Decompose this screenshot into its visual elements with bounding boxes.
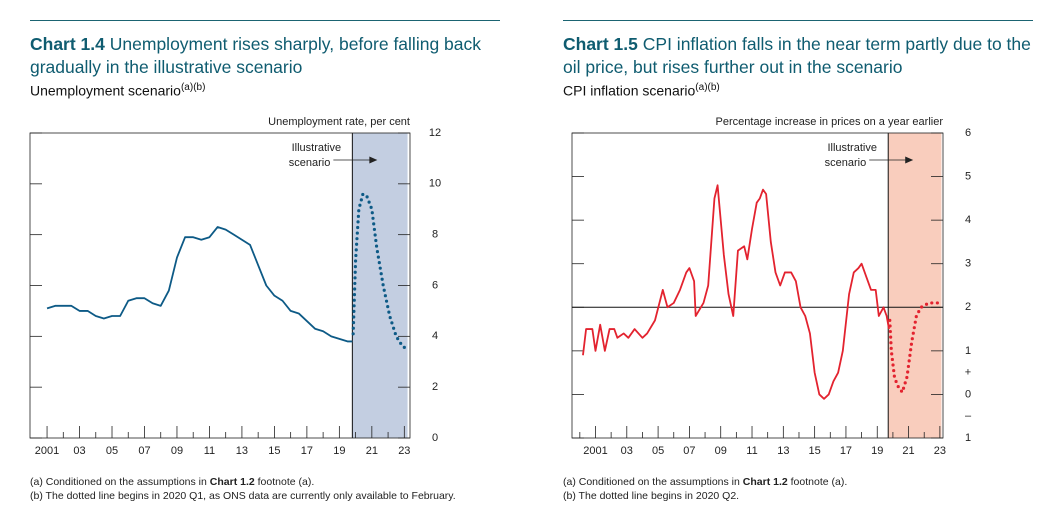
y-tick-label: 8 <box>432 229 438 241</box>
scenario-shade <box>888 133 942 438</box>
footnotes: (a) Conditioned on the assumptions in Ch… <box>563 475 1033 503</box>
subtitle-text: CPI inflation scenario <box>563 82 696 99</box>
series-line <box>888 301 942 394</box>
subtitle: Unemployment scenario(a)(b) <box>30 82 205 99</box>
chart: 0 2 4 6 8 10 12 Unemployment rate, per cent 2001… <box>29 116 441 457</box>
x-tick-label: 09 <box>171 445 183 457</box>
x-tick-label: 21 <box>902 445 914 457</box>
y-tick-label: 0 <box>965 388 971 400</box>
subtitle: CPI inflation scenario(a)(b) <box>563 82 720 99</box>
footnote-text: (b) The dotted line begins in 2020 Q2. <box>563 490 740 502</box>
footnote: (b) The dotted line begins in 2020 Q1, a… <box>30 489 500 503</box>
y-tick-label: 6 <box>432 279 438 291</box>
footnote-text: footnote (a). <box>254 476 315 488</box>
y-tick-label: 4 <box>965 214 971 226</box>
y-tick-label: 10 <box>429 178 441 190</box>
chart-title: Chart 1.5 CPI inflation falls in the nea… <box>563 33 1033 79</box>
footnote: (a) Conditioned on the assumptions in Ch… <box>563 475 1033 489</box>
x-tick-label: 03 <box>73 445 85 457</box>
footnote-text: (a) Conditioned on the assumptions in <box>563 476 743 488</box>
footnote-ref: Chart 1.2 <box>209 476 255 488</box>
x-tick-label: 23 <box>398 445 410 457</box>
x-tick-label: 19 <box>333 445 345 457</box>
x-tick-label: 2001 <box>35 445 59 457</box>
x-tick-label: 11 <box>746 445 757 457</box>
top-rule <box>30 20 500 21</box>
series-line <box>46 226 353 343</box>
footnote-text: footnote (a). <box>787 476 848 488</box>
subtitle-note: (a)(b) <box>180 82 206 93</box>
title-text: Unemployment rises sharply, before falli… <box>30 34 481 77</box>
y-tick-label: 0 <box>432 432 438 444</box>
footnotes: (a) Conditioned on the assumptions in Ch… <box>30 475 500 503</box>
y-tick-label: 12 <box>429 127 441 139</box>
x-tick-label: 15 <box>809 445 821 457</box>
chart-title: Chart 1.4 Unemployment rises sharply, be… <box>30 33 500 79</box>
y-tick-label: 5 <box>965 170 971 182</box>
y-tick-label: 1 <box>965 432 971 444</box>
y-tick-label: 2 <box>965 301 971 313</box>
y-tick-label: 1 <box>965 345 971 357</box>
title-text: CPI inflation falls in the near term par… <box>563 34 1031 77</box>
y-axis-label: Percentage increase in prices on a year … <box>716 116 944 128</box>
annotation-arrowhead <box>905 156 914 164</box>
annotation-arrowhead <box>369 156 378 164</box>
x-tick-label: 03 <box>621 445 633 457</box>
x-tick-label: 15 <box>268 445 280 457</box>
x-tick-label: 07 <box>683 445 695 457</box>
y-tick-label: 4 <box>432 330 438 342</box>
x-tick-label: 2001 <box>583 445 607 457</box>
x-tick-label: 09 <box>715 445 727 457</box>
annotation: scenario <box>289 157 331 169</box>
x-tick-label: 13 <box>777 445 789 457</box>
y-tick-label: 6 <box>965 127 971 139</box>
y-tick-label: 3 <box>965 258 971 270</box>
chart-number: Chart 1.5 <box>563 34 638 54</box>
x-tick-label: 17 <box>840 445 852 457</box>
x-tick-label: 17 <box>301 445 313 457</box>
x-tick-label: 11 <box>204 445 215 457</box>
top-rule <box>563 20 1033 21</box>
subtitle-text: Unemployment scenario <box>30 82 181 99</box>
plot-frame <box>571 132 944 439</box>
x-tick-label: 23 <box>934 445 946 457</box>
footnote: (a) Conditioned on the assumptions in Ch… <box>30 475 500 489</box>
sign-label: + <box>965 367 971 379</box>
y-tick-label: 2 <box>432 381 438 393</box>
sign-label: – <box>965 410 972 422</box>
y-axis-label: Unemployment rate, per cent <box>268 116 410 128</box>
subtitle-note: (a)(b) <box>695 82 720 93</box>
x-tick-label: 05 <box>652 445 664 457</box>
annotation: Illustrative <box>292 142 342 154</box>
footnote-ref: Chart 1.2 <box>742 476 788 488</box>
series-line <box>582 184 890 400</box>
footnote-text: (b) The dotted line begins in 2020 Q1, a… <box>30 490 456 502</box>
x-tick-label: 19 <box>871 445 883 457</box>
footnote-text: (a) Conditioned on the assumptions in <box>30 476 210 488</box>
annotation: scenario <box>825 157 867 169</box>
x-tick-label: 05 <box>106 445 118 457</box>
footnote: (b) The dotted line begins in 2020 Q2. <box>563 489 1033 503</box>
chart-panel: Chart 1.5 CPI inflation falls in the nea… <box>563 0 1033 518</box>
annotation: Illustrative <box>827 142 877 154</box>
chart-number: Chart 1.4 <box>30 34 105 54</box>
x-tick-label: 07 <box>138 445 150 457</box>
chart-panel: Chart 1.4 Unemployment rises sharply, be… <box>29 0 500 518</box>
series-line <box>351 192 410 351</box>
x-tick-label: 13 <box>236 445 248 457</box>
x-tick-label: 21 <box>366 445 378 457</box>
